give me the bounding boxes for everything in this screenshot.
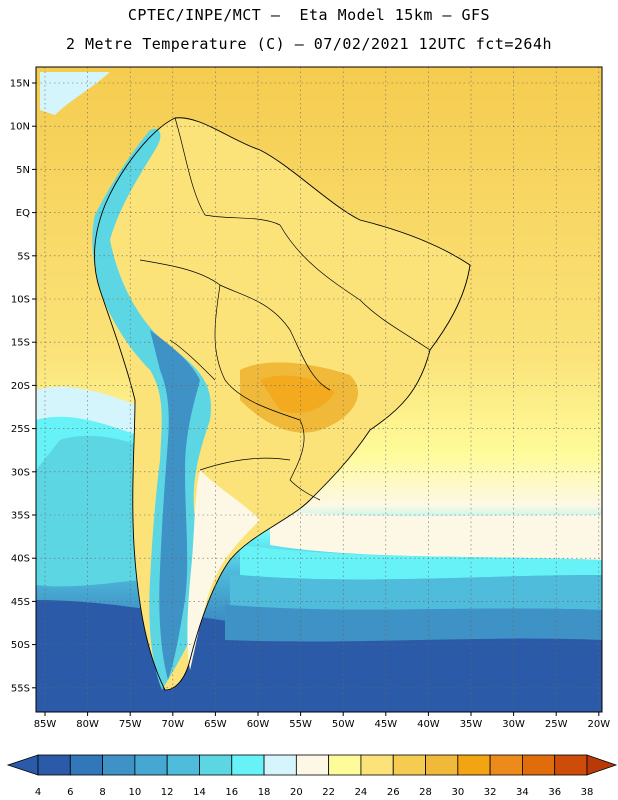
colorbar-label: 32 — [484, 787, 497, 798]
colorbar-swatch — [489, 754, 523, 776]
lon-label: 35W — [460, 719, 483, 730]
colorbar-swatch — [231, 754, 265, 776]
colorbar-arrow-right — [586, 754, 618, 776]
colorbar: 4 6 8 10 12 14 16 18 20 22 24 26 28 30 32 34 36 38 — [6, 754, 618, 798]
chart-title-line2: 2 Metre Temperature (C) – 07/02/2021 12U… — [65, 35, 553, 53]
colorbar-label: 10 — [129, 787, 142, 798]
lat-label: 20S — [11, 381, 30, 392]
colorbar-swatch — [457, 754, 491, 776]
lat-label: 30S — [11, 467, 30, 478]
chart-title-line1: CPTEC/INPE/MCT – Eta Model 15km – GFS — [127, 6, 491, 24]
lat-label: 35S — [11, 511, 30, 522]
colorbar-swatch — [199, 754, 233, 776]
lon-label: 25W — [545, 719, 568, 730]
colorbar-label: 14 — [193, 787, 206, 798]
lon-label: 55W — [289, 719, 312, 730]
colorbar-label: 4 — [35, 787, 41, 798]
lon-label: 80W — [76, 719, 99, 730]
lat-label: EQ — [16, 208, 30, 219]
colorbar-label: 30 — [451, 787, 464, 798]
lat-label: 55S — [11, 683, 30, 694]
colorbar-arrow-left — [6, 754, 39, 776]
map-field — [36, 67, 602, 712]
colorbar-label: 38 — [581, 787, 594, 798]
colorbar-swatch — [69, 754, 103, 776]
colorbar-swatch — [328, 754, 362, 776]
longitude-labels: 85W 80W 75W 70W 65W 60W 55W 50W 45W 40W 35W 30W 25W 2… — [34, 712, 610, 730]
colorbar-label: 18 — [258, 787, 271, 798]
colorbar-label: 16 — [225, 787, 238, 798]
colorbar-swatch — [392, 754, 426, 776]
colorbar-label: 12 — [161, 787, 174, 798]
colorbar-swatch — [166, 754, 200, 776]
colorbar-label: 22 — [322, 787, 335, 798]
lon-label: 65W — [204, 719, 227, 730]
latitude-labels: 15N 10N 5N EQ 5S 10S 15S 20S 25S 30S 35S 40S 45S 50S 5… — [10, 79, 36, 694]
lat-label: 15S — [11, 338, 30, 349]
lon-label: 70W — [161, 719, 184, 730]
colorbar-swatch — [37, 754, 71, 776]
lon-label: 60W — [247, 719, 270, 730]
colorbar-swatch — [102, 754, 136, 776]
colorbar-label: 8 — [99, 787, 105, 798]
lon-label: 75W — [119, 719, 142, 730]
colorbar-swatch — [295, 754, 330, 776]
lat-label: 15N — [10, 79, 30, 90]
colorbar-label: 28 — [419, 787, 432, 798]
lon-label: 50W — [332, 719, 355, 730]
colorbar-swatch — [522, 754, 556, 776]
colorbar-label: 36 — [548, 787, 561, 798]
lat-label: 5N — [16, 165, 30, 176]
colorbar-swatch — [134, 754, 168, 776]
colorbar-label: 20 — [290, 787, 303, 798]
colorbar-label: 34 — [516, 787, 529, 798]
map-frame — [35, 66, 603, 713]
colorbar-label: 24 — [355, 787, 368, 798]
colorbar-label: 6 — [67, 787, 73, 798]
lat-label: 45S — [11, 597, 30, 608]
lat-label: 10N — [10, 122, 30, 133]
lat-label: 50S — [11, 640, 30, 651]
colorbar-swatch — [360, 754, 394, 776]
colorbar-swatch — [554, 754, 588, 776]
colorbar-label: 26 — [387, 787, 400, 798]
lon-label: 40W — [417, 719, 440, 730]
lat-label: 25S — [11, 424, 30, 435]
lat-label: 5S — [17, 251, 30, 262]
lon-label: 30W — [502, 719, 525, 730]
colorbar-swatch — [425, 754, 459, 776]
lon-label: 45W — [374, 719, 397, 730]
lat-label: 10S — [11, 295, 30, 306]
lon-label: 85W — [34, 719, 57, 730]
lat-label: 40S — [11, 554, 30, 565]
lon-label: 20W — [587, 719, 610, 730]
colorbar-swatch — [263, 754, 297, 776]
